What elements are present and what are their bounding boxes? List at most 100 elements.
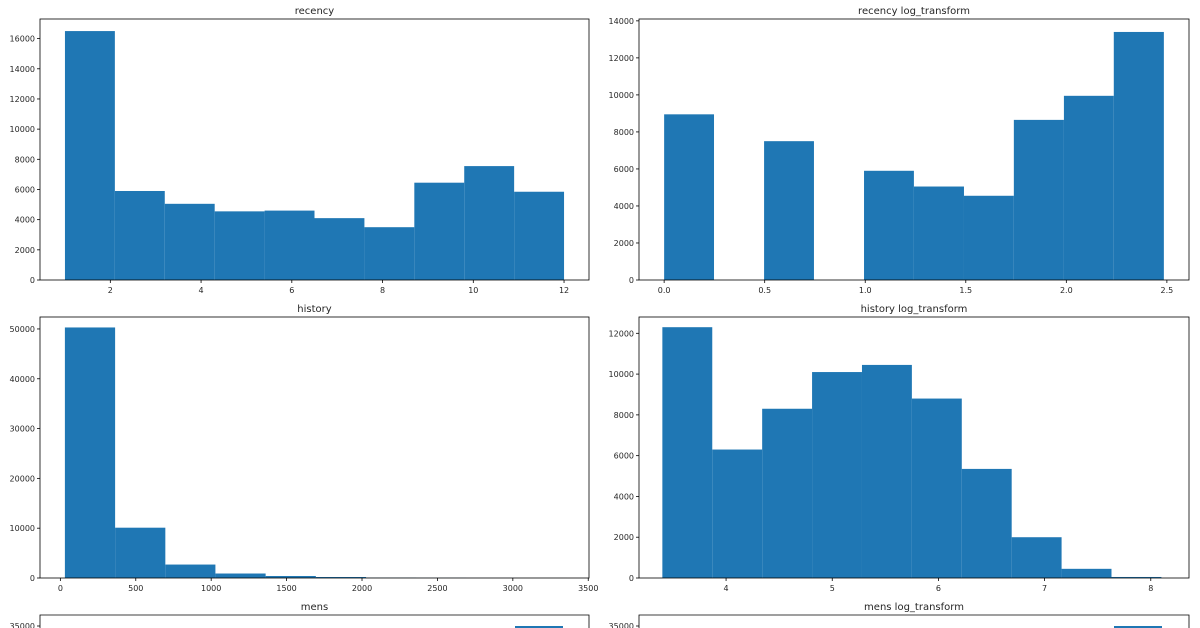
y-tick-label: 0 — [30, 574, 35, 583]
y-tick-label: 0 — [629, 276, 634, 285]
histogram-bar — [64, 327, 116, 578]
x-tick-label: 7 — [1042, 584, 1047, 593]
x-tick-label: 8 — [380, 286, 385, 295]
histogram-bar — [164, 203, 215, 280]
x-tick-label: 2000 — [352, 584, 372, 593]
chart-title: mens log_transform — [864, 602, 964, 613]
histogram-bar — [264, 210, 315, 280]
chart-history-log-transform: history log_transform 4 5 6 7 8 0 2000 4000 6000… — [609, 304, 1190, 593]
y-tick-label: 8000 — [15, 155, 35, 164]
y-tick-label: 0 — [629, 574, 634, 583]
y-tick-label: 50000 — [10, 325, 35, 334]
histogram-bar — [115, 527, 166, 578]
x-tick-label: 500 — [128, 584, 143, 593]
histogram-bar — [64, 31, 115, 280]
x-tick-label: 5 — [830, 584, 835, 593]
chart-title: history — [297, 304, 331, 315]
axes-frame — [638, 316, 1190, 579]
histogram-bar — [215, 573, 266, 578]
x-tick-label: 2 — [108, 286, 113, 295]
axes-frame — [39, 18, 590, 281]
y-tick-label: 14000 — [609, 17, 634, 26]
chart-title: mens — [301, 602, 328, 613]
histogram-bar — [1111, 576, 1162, 578]
y-tick-label: 30000 — [10, 425, 35, 434]
histogram-bar — [762, 408, 813, 578]
x-tick-label: 0.5 — [758, 286, 771, 295]
y-tick-label: 2000 — [614, 533, 634, 542]
chart-mens-log-transform: mens log_transform 35000 — [609, 602, 1190, 628]
histogram-bar — [1011, 537, 1062, 578]
histogram-bar — [913, 186, 964, 280]
histogram-bar — [764, 141, 814, 280]
y-tick-label: 14000 — [10, 65, 35, 74]
axes-frame — [39, 614, 590, 628]
histogram-bar — [1113, 31, 1164, 281]
axes-frame — [638, 18, 1190, 281]
y-tick-label: 6000 — [15, 185, 35, 194]
histogram-bar — [364, 227, 415, 280]
y-tick-label: 20000 — [10, 474, 35, 483]
y-tick-label: 35000 — [609, 622, 634, 628]
histogram-bar — [864, 170, 914, 280]
histogram-bar — [114, 190, 165, 280]
x-tick-label: 6 — [289, 286, 294, 295]
y-tick-label: 6000 — [614, 452, 634, 461]
chart-title: recency — [295, 6, 335, 17]
y-tick-label: 4000 — [614, 492, 634, 501]
x-tick-label: 1000 — [201, 584, 221, 593]
histogram-bar — [464, 166, 515, 280]
x-tick-label: 2500 — [427, 584, 447, 593]
histogram-bar — [315, 577, 367, 578]
histogram-bar — [165, 564, 216, 578]
x-tick-label: 2.5 — [1161, 286, 1174, 295]
x-tick-label: 4 — [199, 286, 204, 295]
legend-patch — [1114, 626, 1162, 628]
y-tick-label: 8000 — [614, 411, 634, 420]
x-tick-label: 2.0 — [1060, 286, 1073, 295]
y-tick-label: 4000 — [614, 202, 634, 211]
histogram-bar — [1013, 119, 1064, 280]
y-tick-label: 0 — [30, 276, 35, 285]
y-tick-label: 6000 — [614, 165, 634, 174]
x-tick-label: 1500 — [276, 584, 296, 593]
y-tick-label: 12000 — [10, 95, 35, 104]
histogram-bar — [265, 576, 316, 578]
y-tick-label: 10000 — [10, 524, 35, 533]
histogram-bar — [712, 449, 763, 578]
x-tick-label: 3000 — [503, 584, 523, 593]
histogram-bar — [414, 182, 465, 280]
chart-history: history 0 500 1000 1500 2000 2500 3000 3500 0 100… — [10, 304, 599, 593]
x-tick-label: 3500 — [578, 584, 598, 593]
y-tick-label: 2000 — [15, 246, 35, 255]
y-tick-label: 35000 — [10, 622, 35, 628]
y-tick-label: 10000 — [609, 370, 634, 379]
axes-frame — [638, 614, 1190, 628]
histogram-bar — [514, 191, 565, 280]
y-tick-label: 12000 — [609, 54, 634, 63]
x-tick-label: 8 — [1148, 584, 1153, 593]
chart-title: recency log_transform — [858, 6, 970, 17]
histogram-bar — [214, 211, 265, 280]
x-tick-label: 0 — [58, 584, 63, 593]
legend-patch — [515, 626, 563, 628]
y-tick-label: 2000 — [614, 239, 634, 248]
histogram-bar — [911, 398, 962, 578]
histogram-bar — [861, 364, 912, 578]
x-tick-label: 6 — [936, 584, 941, 593]
histogram-bar — [963, 195, 1014, 280]
chart-mens: mens 35000 — [10, 602, 590, 628]
chart-recency-log-transform: recency log_transform 0.0 0.5 1.0 1.5 2.0 2.5… — [609, 6, 1190, 295]
y-tick-label: 16000 — [10, 35, 35, 44]
x-tick-label: 4 — [724, 584, 729, 593]
histogram-bar — [662, 327, 713, 578]
histogram-bar — [1063, 95, 1114, 280]
x-tick-label: 1.0 — [859, 286, 872, 295]
histogram-bar — [1061, 568, 1112, 578]
chart-recency: recency 2 4 6 8 10 12 0 2000 4000 6000 8000 10000 12… — [10, 6, 590, 295]
y-tick-label: 12000 — [609, 329, 634, 338]
histogram-bar — [664, 114, 715, 280]
x-tick-label: 0.0 — [658, 286, 671, 295]
y-tick-label: 8000 — [614, 128, 634, 137]
